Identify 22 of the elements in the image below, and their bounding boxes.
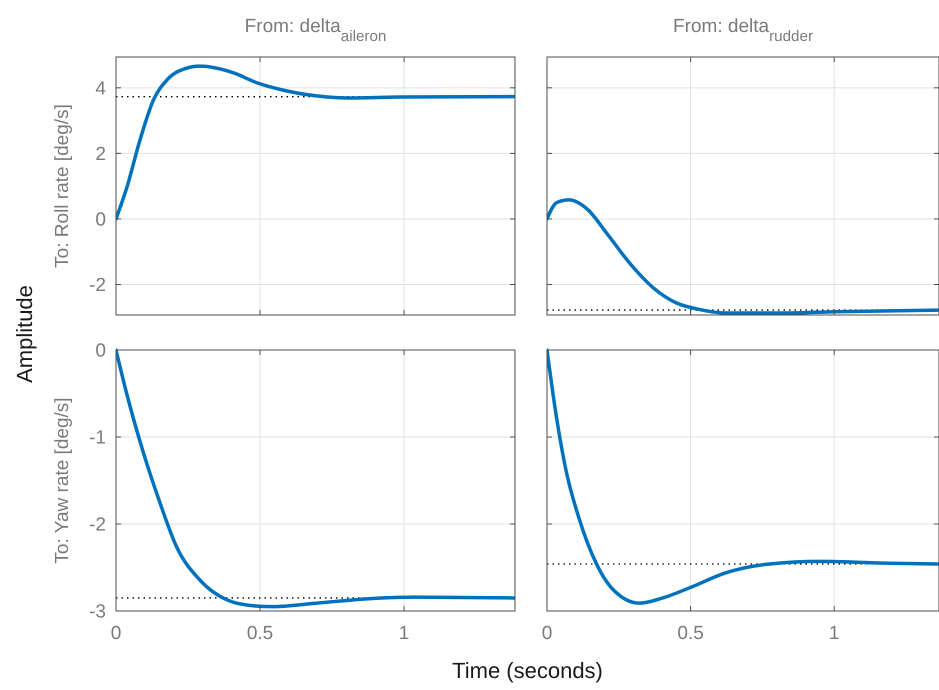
y-tick-label: -1: [89, 428, 106, 449]
x-tick-label: 0.5: [246, 623, 274, 644]
x-tick-label: 0: [542, 623, 552, 644]
x-tick-label: 1: [828, 623, 840, 644]
chart-title: From: delta$_{rudder}$: [673, 16, 813, 44]
y-axis-title: To: Yaw rate [deg/s]: [52, 397, 73, 564]
y-tick-label: 2: [95, 144, 106, 166]
line-series: [116, 64, 515, 221]
y-tick-label: -2: [89, 275, 106, 296]
x-tick-label: 0.5: [677, 623, 704, 644]
chart-title: From: delta$_{aileron}$: [244, 16, 386, 44]
y-tick-label: 0: [95, 340, 106, 362]
x-axis-title: Time (seconds): [452, 658, 603, 683]
y-axis-title: To: Roll rate [deg/s]: [52, 104, 73, 268]
y-tick-label: -2: [89, 514, 106, 536]
x-tick-label: 1: [398, 623, 410, 644]
y-tick-label: -3: [89, 602, 106, 623]
x-tick-label: 0: [110, 623, 122, 644]
line-series: [116, 348, 515, 608]
text: Amplitude: [12, 285, 37, 383]
y-tick-label: 0: [95, 210, 106, 231]
y-tick-label: 4: [95, 78, 106, 100]
